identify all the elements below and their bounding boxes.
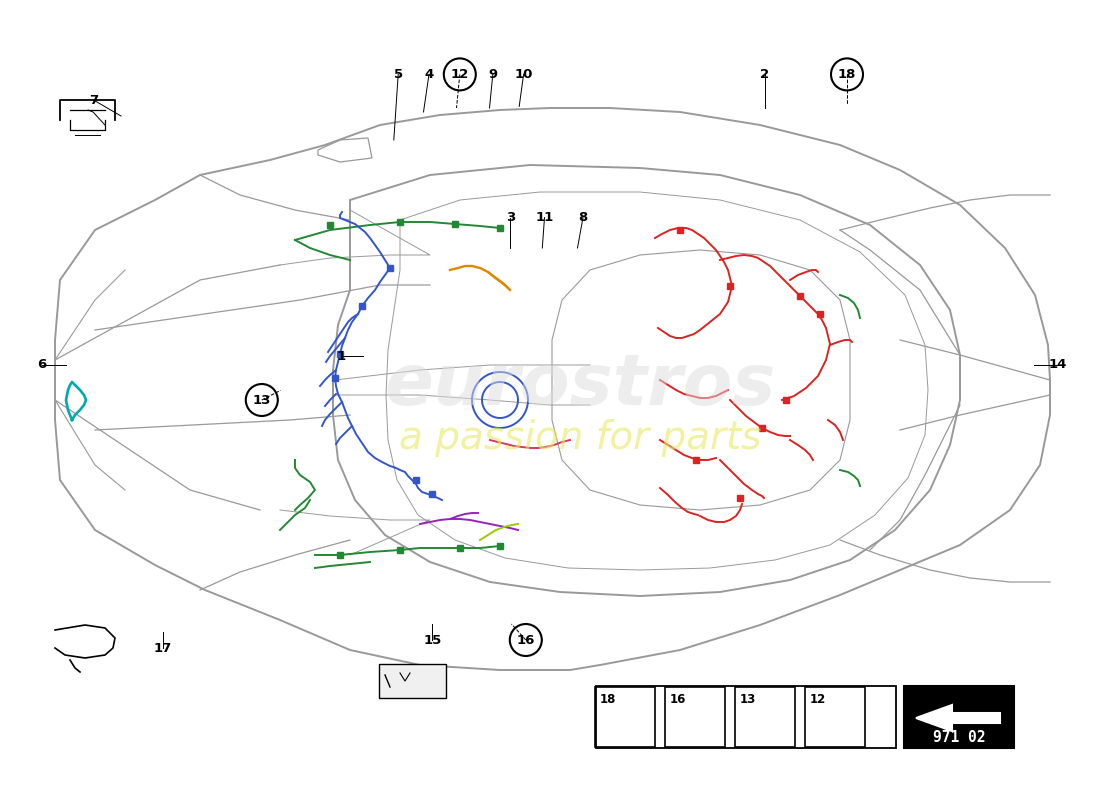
Text: 5: 5: [394, 68, 403, 81]
Text: 16: 16: [670, 693, 686, 706]
Text: 3: 3: [506, 211, 515, 224]
Polygon shape: [916, 705, 1000, 731]
Text: 15: 15: [424, 634, 441, 646]
Text: 12: 12: [451, 68, 469, 81]
FancyBboxPatch shape: [805, 687, 865, 747]
Text: 1: 1: [337, 350, 345, 362]
Text: 18: 18: [600, 693, 616, 706]
FancyBboxPatch shape: [595, 687, 654, 747]
Text: 12: 12: [810, 693, 826, 706]
Text: 11: 11: [536, 211, 553, 224]
Text: 9: 9: [488, 68, 497, 81]
Text: 10: 10: [515, 68, 532, 81]
FancyBboxPatch shape: [379, 664, 446, 698]
FancyBboxPatch shape: [666, 687, 725, 747]
Text: 18: 18: [838, 68, 856, 81]
Text: 17: 17: [154, 642, 172, 654]
Text: 4: 4: [425, 68, 433, 81]
Text: 13: 13: [253, 394, 271, 406]
Text: 6: 6: [37, 358, 46, 371]
Text: 2: 2: [760, 68, 769, 81]
Text: 7: 7: [89, 94, 98, 106]
Text: 971 02: 971 02: [933, 730, 986, 745]
FancyBboxPatch shape: [735, 687, 795, 747]
Text: 8: 8: [579, 211, 587, 224]
Text: eurostros: eurostros: [384, 350, 776, 419]
Text: a passion for parts: a passion for parts: [398, 419, 761, 457]
Text: 14: 14: [1049, 358, 1067, 371]
FancyBboxPatch shape: [904, 686, 1014, 748]
Text: 13: 13: [740, 693, 757, 706]
Text: 16: 16: [517, 634, 535, 646]
